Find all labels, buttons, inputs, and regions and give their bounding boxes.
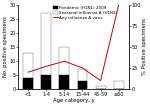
Bar bbox=[23, 78, 33, 89]
Bar bbox=[78, 69, 87, 89]
Y-axis label: No. positive specimens: No. positive specimens bbox=[3, 16, 8, 77]
Legend: Pandemic (H1N1) 2009, Seasonal influenza A (H1N2), Any influenza A virus: Pandemic (H1N1) 2009, Seasonal influenza… bbox=[53, 6, 117, 20]
Bar bbox=[23, 53, 33, 89]
Bar bbox=[78, 81, 87, 89]
X-axis label: Age category, y: Age category, y bbox=[53, 98, 94, 103]
Bar bbox=[59, 75, 69, 89]
Bar bbox=[96, 86, 106, 89]
Bar bbox=[41, 13, 51, 89]
Bar bbox=[59, 47, 69, 89]
Bar bbox=[114, 81, 124, 89]
Y-axis label: % Positive specimens: % Positive specimens bbox=[142, 18, 147, 75]
Bar bbox=[41, 75, 51, 89]
